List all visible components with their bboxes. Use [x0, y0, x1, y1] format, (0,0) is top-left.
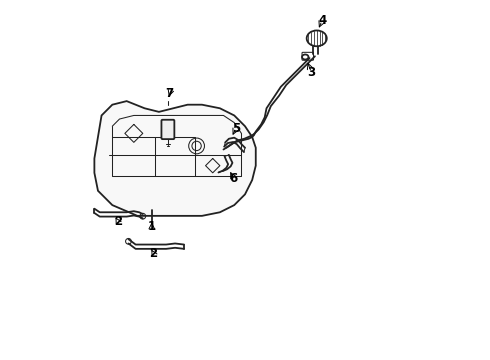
Text: 2: 2	[149, 247, 158, 260]
Text: 4: 4	[318, 14, 326, 27]
Text: 3: 3	[307, 66, 316, 79]
Text: 1: 1	[147, 220, 156, 233]
Text: 7: 7	[166, 87, 174, 100]
Text: 6: 6	[229, 172, 238, 185]
FancyBboxPatch shape	[161, 120, 174, 139]
Text: 5: 5	[232, 122, 240, 135]
Ellipse shape	[307, 31, 327, 46]
Text: 2: 2	[114, 215, 122, 228]
Polygon shape	[95, 101, 256, 216]
